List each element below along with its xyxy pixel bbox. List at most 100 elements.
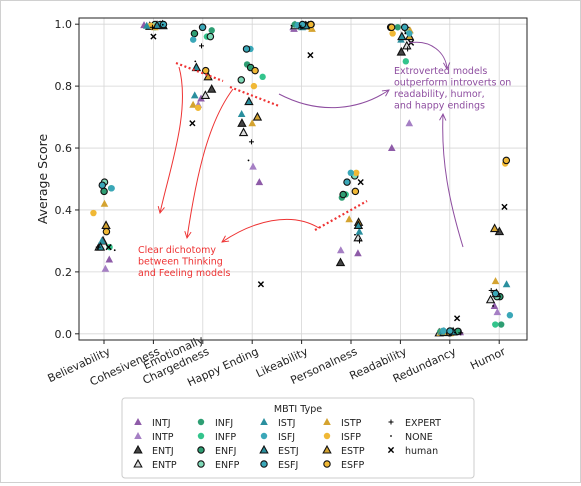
legend-box	[121, 397, 475, 479]
point-istj-humor	[502, 280, 511, 288]
point-human-happy-ending	[257, 281, 265, 288]
point-human-emotionally-chargedness	[189, 120, 196, 127]
legend-label-none: NONE	[405, 432, 433, 443]
point-intj-humor	[490, 301, 499, 309]
point-entj-emotionally-chargedness	[206, 84, 217, 93]
point-istj-cohesiveness	[142, 21, 151, 29]
point-isfj-readability	[406, 30, 413, 37]
point-intj-happy-ending	[255, 178, 264, 186]
legend-marker-istp	[323, 418, 331, 425]
point-expert-personalness	[357, 238, 363, 244]
series-expert	[95, 24, 494, 336]
point-intp-happy-ending	[249, 162, 257, 170]
legend-label-esfp: ESFP	[341, 460, 364, 471]
legend-item-enfj: ENFJ	[197, 446, 236, 457]
y-tick-label: 0.6	[55, 142, 73, 155]
point-isfp-happy-ending	[250, 82, 258, 90]
legend-label-enfj: ENFJ	[215, 446, 236, 457]
x-b	[387, 446, 395, 454]
point-expert-believability	[95, 244, 101, 250]
y-axis: 0.0 0.2 0.4 0.6 0.8 1.0	[55, 18, 79, 341]
annotation-extroverts-line: readability, humor,	[394, 89, 485, 100]
legend-label-expert: EXPERT	[405, 418, 441, 429]
x-b	[357, 179, 364, 186]
point-infj-humor	[498, 321, 505, 328]
point-esfj-readability	[400, 23, 409, 32]
legend-item-entp: ENTP	[133, 458, 177, 471]
point-entp-happy-ending	[238, 127, 249, 137]
point-istj-happy-ending	[237, 109, 246, 117]
point-isfj-redundancy	[440, 327, 447, 334]
annotation-thinking-feeling-line: and Feeling models	[138, 268, 230, 279]
legend-label-infp: INFP	[215, 432, 236, 443]
point-expert-humor	[488, 287, 494, 293]
point-none-happy-ending	[247, 159, 250, 162]
dichotomy-line	[175, 61, 224, 83]
legend-marker-entj	[133, 444, 143, 454]
legend-item-istp: ISTP	[323, 418, 362, 429]
point-none-emotionally-chargedness	[194, 60, 197, 63]
point-istp-humor	[491, 277, 500, 285]
point-entj-readability	[396, 46, 407, 56]
plot-area-frame	[78, 17, 528, 341]
point-esfj-believability	[98, 181, 107, 189]
legend-marker-esfj	[260, 460, 268, 468]
legend-item-estj: ESTJ	[259, 444, 299, 457]
point-estj-cohesiveness	[152, 20, 162, 29]
point-istj-personalness	[355, 227, 364, 235]
legend-label-isfj: ISFJ	[278, 432, 295, 443]
legend-marker-human	[387, 446, 395, 454]
legend-marker-expert	[388, 419, 394, 425]
point-esfj-happy-ending	[242, 45, 251, 53]
point-human-humor	[501, 203, 508, 210]
point-infj-readability	[394, 24, 401, 31]
legend-label-intj: INTJ	[152, 418, 171, 429]
point-estp-happy-ending	[252, 111, 263, 121]
x-b	[501, 203, 508, 210]
dichotomy-line	[229, 85, 280, 108]
annotation-thinking-feeling: Clear dichotomy between Thinking and Feeli…	[138, 245, 230, 279]
dichotomy-arrow	[222, 218, 320, 242]
legend-item-estp: ESTP	[322, 444, 365, 457]
x-b	[105, 244, 112, 251]
legend-marker-entp	[133, 458, 143, 468]
point-estj-personalness	[353, 220, 364, 229]
x-b	[257, 281, 265, 288]
point-expert-happy-ending	[248, 139, 254, 145]
point-none-humor	[492, 305, 494, 307]
legend-label-entp: ENTP	[152, 460, 177, 471]
point-entp-emotionally-chargedness	[200, 90, 211, 99]
legend-marker-estj	[259, 444, 269, 454]
legend-item-infp: INFP	[197, 432, 236, 443]
x-b	[189, 120, 196, 127]
point-isfj-emotionally-chargedness	[189, 36, 197, 43]
x-b	[150, 33, 157, 40]
point-infp-happy-ending	[259, 73, 266, 81]
legend-item-human: human	[387, 446, 438, 457]
point-esfp-readability	[387, 23, 396, 32]
y-tick-label: 0.2	[55, 266, 73, 279]
legend-label-esfj: ESFJ	[278, 460, 298, 471]
legend-marker-esfp	[323, 460, 331, 468]
legend-label-estj: ESTJ	[278, 446, 299, 457]
legend-marker-istj	[260, 418, 268, 425]
dichotomy-arrow	[160, 66, 183, 213]
point-intj-personalness	[354, 249, 362, 257]
point-esfp-happy-ending	[251, 66, 259, 75]
point-human-likeability	[307, 52, 314, 59]
y-axis-label: Average Score	[35, 134, 50, 225]
point-enfj-believability	[100, 187, 108, 196]
x-b	[453, 315, 461, 322]
legend-item-esfj: ESFJ	[260, 460, 298, 471]
point-human-redundancy	[453, 315, 461, 322]
y-tick-label: 0.8	[55, 80, 73, 93]
point-expert-cohesiveness	[149, 24, 155, 30]
annotation-extroverts: Extroverted models outperform introverts …	[394, 66, 511, 112]
legend-item-infj: INFJ	[197, 418, 233, 429]
point-none-likeability	[290, 24, 293, 27]
dichotomy-line	[314, 200, 368, 231]
legend-label-enfp: ENFP	[215, 460, 240, 471]
dichotomy-arrow	[187, 88, 234, 238]
legend-label-istp: ISTP	[341, 418, 362, 429]
